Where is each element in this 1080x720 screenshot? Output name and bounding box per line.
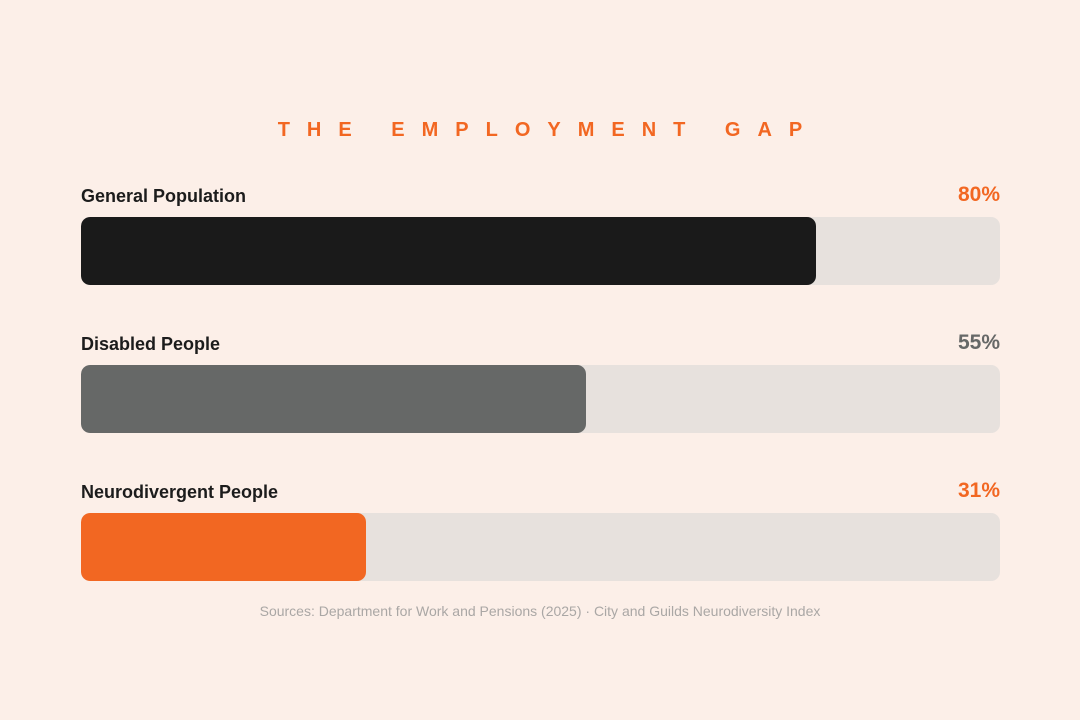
bar-label: General Population — [81, 186, 247, 206]
chart-title: THE EMPLOYMENT GAP — [277, 119, 820, 141]
bar-track — [81, 513, 1000, 581]
bar-value-label: 55% — [957, 331, 1000, 354]
bar-fill — [81, 365, 587, 433]
sources-footnote: Sources: Department for Work and Pension… — [259, 603, 821, 619]
bar-fill — [81, 217, 817, 285]
bar-track — [81, 217, 1000, 285]
bar-value-label: 31% — [957, 479, 1000, 502]
bar-track — [81, 365, 1000, 433]
bar-fill — [81, 513, 366, 581]
bar-label: Neurodivergent People — [81, 482, 279, 502]
bar-value-label: 80% — [957, 183, 1000, 206]
bar-label: Disabled People — [81, 334, 221, 354]
